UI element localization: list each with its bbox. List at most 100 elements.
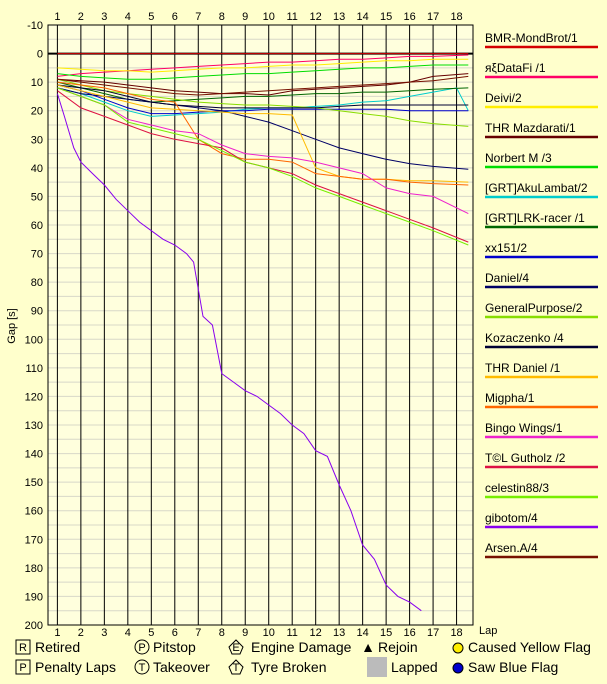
engine-damage-icon: [228, 639, 244, 655]
legend-entry-label: BMR-MondBrot/1: [485, 31, 578, 45]
x-tick-label-bottom: 13: [333, 627, 345, 639]
lapped-label: Lapped: [391, 659, 438, 675]
retired-label: Retired: [35, 639, 80, 655]
series-line: [57, 75, 469, 96]
lapped-icon: [367, 657, 387, 677]
y-tick-label: 200: [25, 620, 43, 632]
engine-damage-symbol: E: [232, 642, 239, 654]
legend-entry-label: яξDataFi /1: [485, 61, 546, 75]
legend-entry-label: GeneralPurpose/2: [485, 301, 583, 315]
series-line: [57, 87, 469, 215]
y-tick-label: 140: [25, 449, 43, 461]
series-layer: [56, 53, 469, 612]
y-tick-label: 130: [25, 420, 43, 432]
y-tick-label: 80: [31, 277, 43, 289]
x-tick-label-bottom: 5: [148, 627, 154, 639]
y-tick-label: 170: [25, 534, 43, 546]
takeover-label: Takeover: [153, 659, 210, 675]
legend-entry-label: T©L Gutholz /2: [485, 451, 566, 465]
legend-entry-label: Kozaczenko /4: [485, 331, 564, 345]
legend-entry-label: [GRT]LRK-racer /1: [485, 211, 585, 225]
legend-entry-label: Arsen.A/4: [485, 541, 538, 555]
legend-entry-label: Migpha/1: [485, 391, 535, 405]
series-line: [56, 93, 422, 612]
engine-damage-label: Engine Damage: [251, 639, 352, 655]
tyre-broken-symbol: T: [233, 662, 240, 674]
series-line: [57, 58, 469, 73]
x-tick-label-top: 15: [380, 11, 392, 23]
x-tick-label-bottom: 2: [78, 627, 84, 639]
x-tick-label-bottom: 16: [403, 627, 415, 639]
series-line: [57, 73, 469, 96]
x-tick-label-bottom: 6: [172, 627, 178, 639]
y-tick-label: 10: [31, 77, 43, 89]
series-line: [57, 84, 469, 115]
x-tick-label-bottom: 15: [380, 627, 392, 639]
x-tick-label-bottom: 10: [263, 627, 275, 639]
y-tick-label: 0: [37, 49, 43, 61]
x-tick-label-top: 8: [219, 11, 225, 23]
tyre-broken-icon: [228, 659, 244, 675]
y-axis-label: Gap [s]: [6, 308, 18, 343]
y-tick-label: 120: [25, 391, 43, 403]
y-tick-label: 70: [31, 249, 43, 261]
x-tick-label-top: 2: [78, 11, 84, 23]
blue-flag-label: Saw Blue Flag: [468, 659, 558, 675]
event-key: R Retired P Pitstop E Engine Damage ▲ Re…: [15, 639, 591, 677]
legend-entry-label: THR Daniel /1: [485, 361, 561, 375]
legend-entry-label: Norbert M /3: [485, 151, 552, 165]
y-tick-label: 190: [25, 591, 43, 603]
retired-icon: [15, 639, 31, 655]
x-tick-label-top: 7: [195, 11, 201, 23]
x-tick-label-bottom: 14: [357, 627, 369, 639]
y-tick-label: 40: [31, 163, 43, 175]
x-tick-label-bottom: 8: [219, 627, 225, 639]
retired-symbol: R: [19, 642, 27, 654]
x-tick-label-top: 10: [263, 11, 275, 23]
pitstop-symbol: P: [138, 642, 145, 654]
y-tick-label: 20: [31, 106, 43, 118]
penalty-laps-icon: [15, 659, 31, 675]
series-line: [57, 87, 469, 246]
legend-entry-label: THR Mazdarati/1: [485, 121, 576, 135]
penalty-laps-label: Penalty Laps: [35, 659, 116, 675]
rejoin-label: Rejoin: [378, 639, 418, 655]
x-tick-label-top: 13: [333, 11, 345, 23]
y-tick-label: 30: [31, 134, 43, 146]
tyre-broken-label: Tyre Broken: [251, 659, 326, 675]
x-tick-label-bottom: 3: [101, 627, 107, 639]
series-line: [57, 87, 469, 170]
series-line: [57, 64, 469, 80]
x-tick-label-top: 12: [310, 11, 322, 23]
x-tick-label-bottom: 9: [242, 627, 248, 639]
x-tick-label-top: 11: [286, 11, 297, 23]
y-tick-label: 160: [25, 506, 43, 518]
x-tick-label-bottom: 1: [54, 627, 60, 639]
y-tick-label: 180: [25, 563, 43, 575]
legend-entry-label: Bingo Wings/1: [485, 421, 563, 435]
pitstop-icon: [134, 639, 150, 655]
x-tick-label-bottom: 7: [195, 627, 201, 639]
blue-flag-icon: [452, 662, 464, 674]
legend-entry-label: [GRT]AkuLambat/2: [485, 181, 588, 195]
rejoin-icon: ▲: [361, 639, 375, 655]
legend-entry-label: celestin88/3: [485, 481, 549, 495]
y-tick-label: 110: [25, 363, 43, 375]
x-tick-label-top: 3: [101, 11, 107, 23]
x-tick-label-bottom: 4: [125, 627, 131, 639]
series-line: [57, 81, 469, 186]
legend-entry-label: Deivi/2: [485, 91, 522, 105]
x-tick-label-top: 1: [54, 11, 60, 23]
x-tick-label-top: 4: [125, 11, 131, 23]
pitstop-label: Pitstop: [153, 639, 196, 655]
y-tick-label: 150: [25, 477, 43, 489]
y-tick-label: -10: [27, 20, 43, 32]
x-tick-label-bottom: 11: [286, 627, 297, 639]
y-tick-label: 90: [31, 306, 43, 318]
legend-entry-label: Daniel/4: [485, 271, 529, 285]
x-tick-label-bottom: 17: [427, 627, 439, 639]
ticks: 1122334455667788991010111112121313141415…: [25, 11, 463, 639]
plot-frame: [47, 24, 474, 626]
